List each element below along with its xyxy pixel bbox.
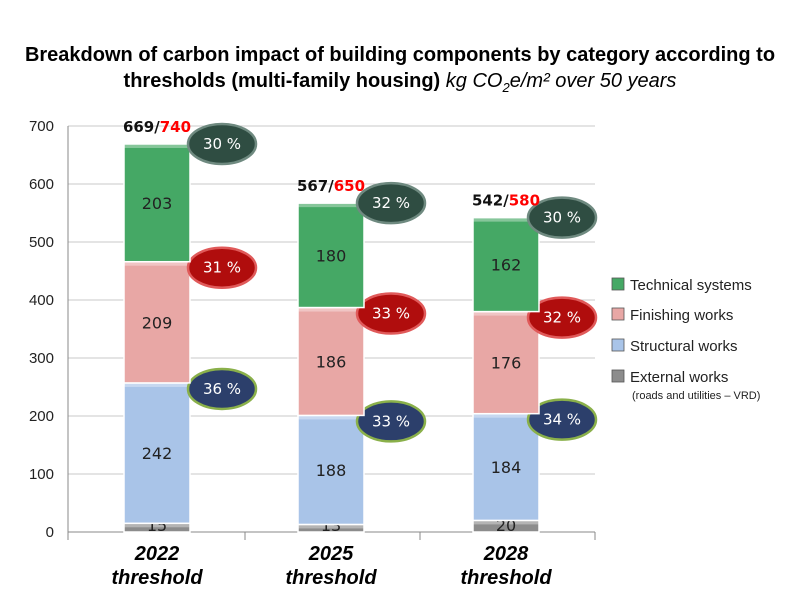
pct-label-3-2: 30 % bbox=[543, 209, 581, 227]
legend-swatch-3 bbox=[611, 277, 625, 291]
pct-bubble-3-1 bbox=[355, 181, 427, 225]
data-label-1-2: 184 bbox=[491, 458, 522, 477]
pct-bubble-3-0 bbox=[186, 122, 258, 166]
category-label-0-1: threshold bbox=[111, 567, 203, 589]
bar-segment-2-2 bbox=[472, 310, 540, 415]
y-tick-label-100: 100 bbox=[29, 466, 54, 483]
y-tick-label-300: 300 bbox=[29, 350, 54, 367]
y-tick-label-0: 0 bbox=[46, 524, 54, 541]
y-tick-label-400: 400 bbox=[29, 292, 54, 309]
total-value-1: 567/ bbox=[297, 177, 334, 195]
y-tick-label-500: 500 bbox=[29, 234, 54, 251]
bar-segment-3-2 bbox=[472, 216, 540, 313]
bar-highlight-2-1 bbox=[298, 307, 364, 312]
bar-highlight-0-2 bbox=[473, 520, 539, 525]
y-tick-label-200: 200 bbox=[29, 408, 54, 425]
bar-highlight-1-2 bbox=[473, 413, 539, 418]
legend-label-2: Finishing works bbox=[630, 307, 733, 324]
legend-label-0: External works bbox=[630, 369, 728, 386]
pct-label-1-2: 34 % bbox=[543, 411, 581, 429]
legend-swatch-2 bbox=[611, 307, 625, 321]
data-label-2-1: 186 bbox=[316, 352, 347, 371]
category-label-2-0: 2028 bbox=[483, 543, 529, 565]
chart-title-text: Breakdown of carbon impact of building c… bbox=[24, 44, 776, 92]
total-label-0: 669/740 bbox=[123, 118, 191, 136]
y-tick-label-700: 700 bbox=[29, 118, 54, 135]
pct-bubble-2-1 bbox=[355, 292, 427, 335]
total-value-0: 669/ bbox=[123, 118, 160, 136]
data-label-1-1: 188 bbox=[316, 461, 347, 480]
category-label-0-0: 2022 bbox=[134, 543, 180, 565]
threshold-value-0: 740 bbox=[160, 118, 191, 136]
bar-segment-1-2 bbox=[472, 412, 540, 522]
pct-label-1-0: 36 % bbox=[203, 380, 241, 398]
bar-segment-1-1 bbox=[297, 414, 365, 526]
pct-bubble-1-2 bbox=[526, 398, 598, 441]
data-label-1-0: 242 bbox=[142, 444, 173, 463]
units-suffix: e/m² over 50 years bbox=[509, 70, 677, 92]
data-label-3-1: 180 bbox=[316, 246, 347, 265]
bar-highlight-1-0 bbox=[124, 382, 190, 387]
bar-highlight-3-1 bbox=[298, 203, 364, 208]
data-label-2-2: 176 bbox=[491, 354, 522, 373]
category-label-2-1: threshold bbox=[460, 567, 552, 589]
y-tick-label-600: 600 bbox=[29, 176, 54, 193]
legend-swatch-0 bbox=[611, 369, 625, 383]
pct-bubble-1-1 bbox=[355, 400, 427, 443]
bar-segment-1-0 bbox=[123, 382, 191, 525]
pct-bubble-2-0 bbox=[186, 246, 258, 289]
pct-label-3-0: 30 % bbox=[203, 135, 241, 153]
pct-label-2-1: 33 % bbox=[372, 305, 410, 323]
bar-segment-3-0 bbox=[123, 143, 191, 263]
bar-highlight-2-2 bbox=[473, 311, 539, 316]
legend-label-3: Technical systems bbox=[630, 277, 752, 294]
total-label-2: 542/580 bbox=[472, 192, 540, 210]
legend-note-0: (roads and utilities – VRD) bbox=[632, 390, 760, 402]
pct-bubble-3-2 bbox=[526, 196, 598, 239]
bar-highlight-3-0 bbox=[124, 143, 190, 148]
threshold-value-2: 580 bbox=[509, 192, 540, 210]
category-label-1-0: 2025 bbox=[308, 543, 354, 565]
bar-highlight-1-1 bbox=[298, 415, 364, 420]
units-subscript: 2 bbox=[502, 80, 510, 95]
threshold-value-1: 650 bbox=[334, 177, 365, 195]
pct-label-2-2: 32 % bbox=[543, 309, 581, 327]
category-label-1-1: threshold bbox=[285, 567, 377, 589]
units-prefix: kg CO bbox=[445, 70, 503, 92]
bar-highlight-2-0 bbox=[124, 261, 190, 266]
chart-title: Breakdown of carbon impact of building c… bbox=[0, 42, 800, 101]
pct-bubble-1-0 bbox=[186, 367, 258, 411]
pct-label-3-1: 32 % bbox=[372, 194, 410, 212]
legend-swatch-1 bbox=[611, 338, 625, 352]
bar-highlight-0-0 bbox=[124, 523, 190, 528]
pct-label-2-0: 31 % bbox=[203, 259, 241, 277]
data-label-3-0: 203 bbox=[142, 194, 173, 213]
bar-segment-2-0 bbox=[123, 260, 191, 384]
pct-bubble-2-2 bbox=[526, 296, 598, 339]
total-label-1: 567/650 bbox=[297, 177, 365, 195]
legend-label-1: Structural works bbox=[630, 338, 738, 355]
bar-segment-3-1 bbox=[297, 202, 365, 309]
pct-label-1-1: 33 % bbox=[372, 412, 410, 430]
data-label-3-2: 162 bbox=[491, 256, 522, 275]
total-value-2: 542/ bbox=[472, 192, 509, 210]
bar-highlight-3-2 bbox=[473, 217, 539, 222]
bar-highlight-0-1 bbox=[298, 524, 364, 529]
chart-units: kg CO2e/m² over 50 years bbox=[445, 70, 677, 95]
data-label-2-0: 209 bbox=[142, 313, 173, 332]
bar-segment-2-1 bbox=[297, 306, 365, 417]
